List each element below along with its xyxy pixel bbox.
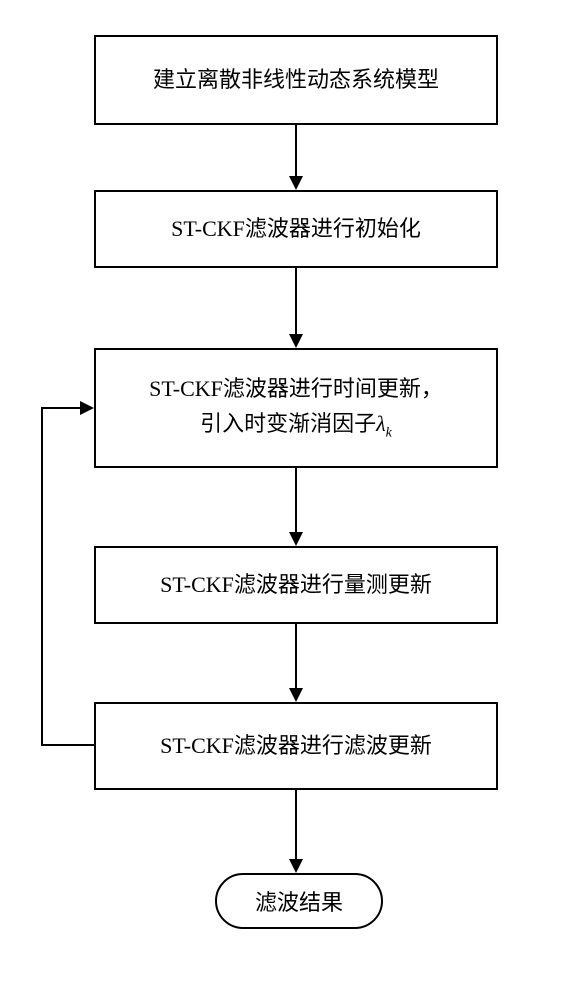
flowchart-container: 建立离散非线性动态系统模型 ST-CKF滤波器进行初始化 ST-CKF滤波器进行… [0,0,582,1000]
node-label-line1: ST-CKF滤波器进行时间更新， [149,371,443,406]
arrow-head-3 [289,532,303,546]
node-label: ST-CKF滤波器进行初始化 [171,211,421,246]
node-time-update: ST-CKF滤波器进行时间更新， 引入时变渐消因子λk [94,348,498,468]
node-result-terminal: 滤波结果 [215,873,383,929]
feedback-line-top [41,407,82,409]
line2-prefix: 引入时变渐消因子 [200,411,376,436]
feedback-line-bottom [41,744,94,746]
node-label: ST-CKF滤波器进行量测更新 [160,567,432,602]
node-label-multiline: ST-CKF滤波器进行时间更新， 引入时变渐消因子λk [149,371,443,445]
feedback-arrow-head [80,401,94,415]
arrow-head-5 [289,859,303,873]
lambda-subscript: k [386,426,392,441]
feedback-line-vertical [41,407,43,746]
arrow-line-2 [295,268,297,334]
node-filter-update: ST-CKF滤波器进行滤波更新 [94,702,498,790]
node-label-line2: 引入时变渐消因子λk [149,406,443,445]
arrow-head-1 [289,176,303,190]
node-label: 滤波结果 [255,885,343,917]
arrow-line-4 [295,624,297,688]
node-measurement-update: ST-CKF滤波器进行量测更新 [94,546,498,624]
lambda-symbol: λ [376,411,386,436]
node-initialize-filter: ST-CKF滤波器进行初始化 [94,190,498,268]
node-label: 建立离散非线性动态系统模型 [153,62,439,97]
arrow-head-4 [289,688,303,702]
arrow-line-5 [295,790,297,859]
arrow-line-3 [295,468,297,532]
node-establish-model: 建立离散非线性动态系统模型 [94,35,498,125]
arrow-head-2 [289,334,303,348]
arrow-line-1 [295,125,297,177]
node-label: ST-CKF滤波器进行滤波更新 [160,728,432,763]
